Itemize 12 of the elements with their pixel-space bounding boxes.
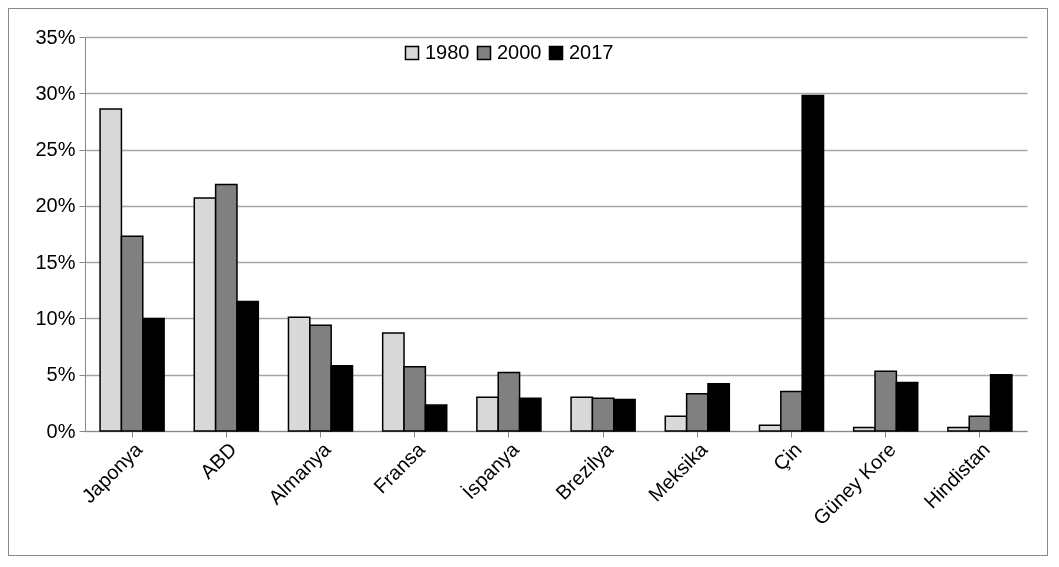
legend-label: 2017: [569, 41, 614, 63]
legend-label: 1980: [425, 41, 470, 63]
x-tick-label: Çin: [768, 438, 806, 475]
y-tick-label: 5%: [46, 363, 76, 386]
y-tick-label: 35%: [35, 25, 76, 48]
y-tick-label: 20%: [35, 194, 76, 217]
y-tick-label: 10%: [35, 306, 76, 329]
y-tick-label: 0%: [46, 419, 76, 442]
y-tick-label: 25%: [35, 138, 76, 161]
legend-label: 2000: [497, 41, 542, 63]
y-tick-label: 15%: [35, 250, 76, 273]
y-tick-label: 30%: [35, 81, 76, 104]
